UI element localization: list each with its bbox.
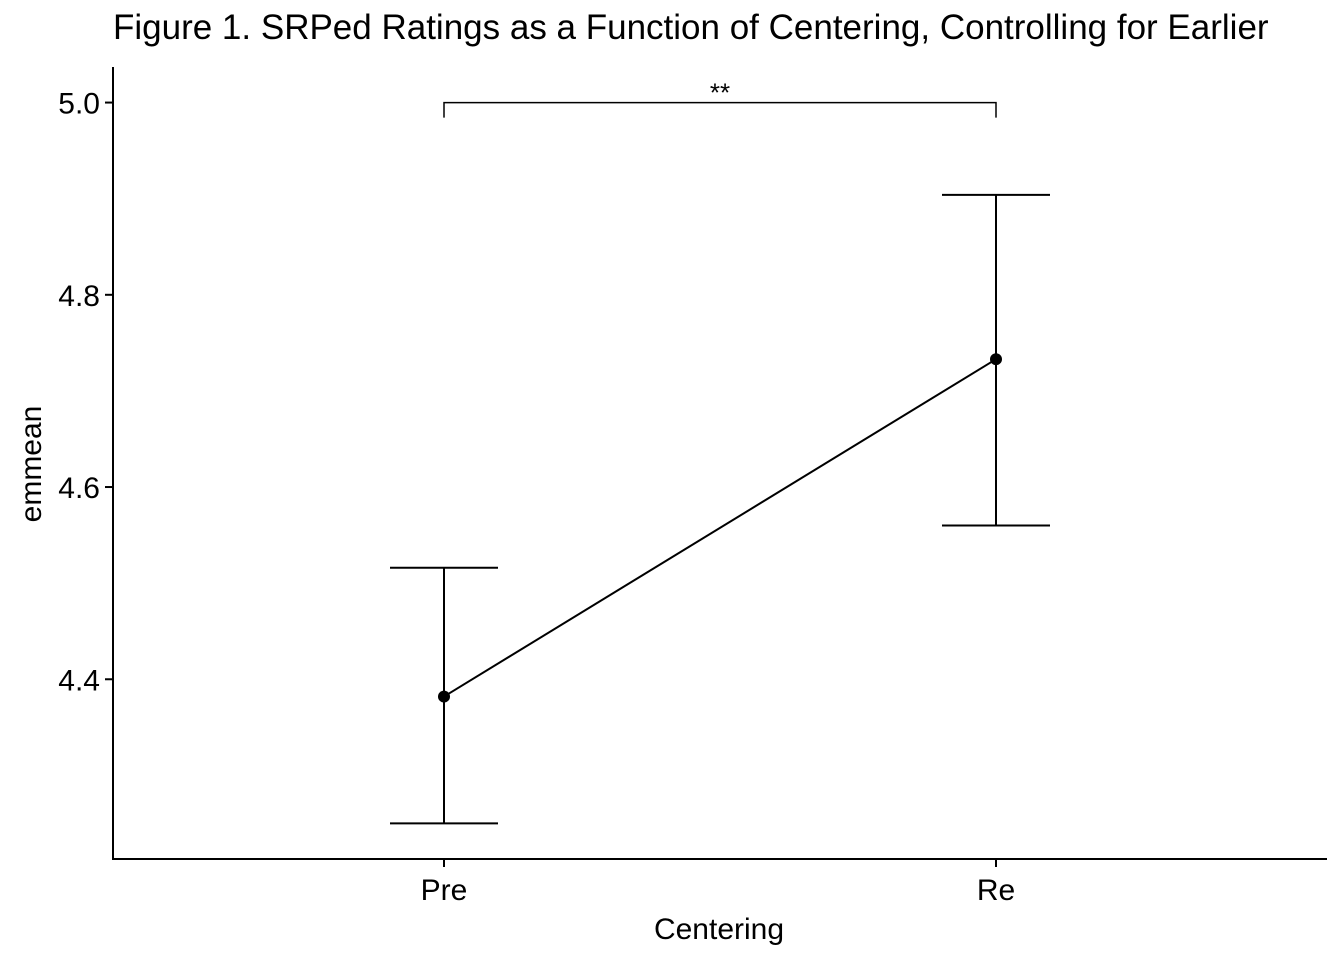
y-axis-label: emmean: [15, 406, 48, 523]
data-point: [438, 690, 450, 703]
x-tick-label: Re: [977, 874, 1015, 907]
y-tick-label: 4.8: [58, 280, 100, 313]
y-tick-label: 4.6: [58, 472, 100, 505]
significance-bracket: [443, 101, 997, 118]
y-tick-label: 5.0: [58, 88, 100, 121]
significance-label: **: [710, 78, 730, 108]
x-axis-label: Centering: [654, 913, 784, 946]
chart-title: Figure 1. SRPed Ratings as a Function of…: [113, 8, 1269, 47]
y-tick-label: 4.4: [58, 664, 100, 697]
x-tick-label: Pre: [421, 874, 468, 907]
data-point: [990, 353, 1002, 366]
series-line: [443, 358, 997, 698]
